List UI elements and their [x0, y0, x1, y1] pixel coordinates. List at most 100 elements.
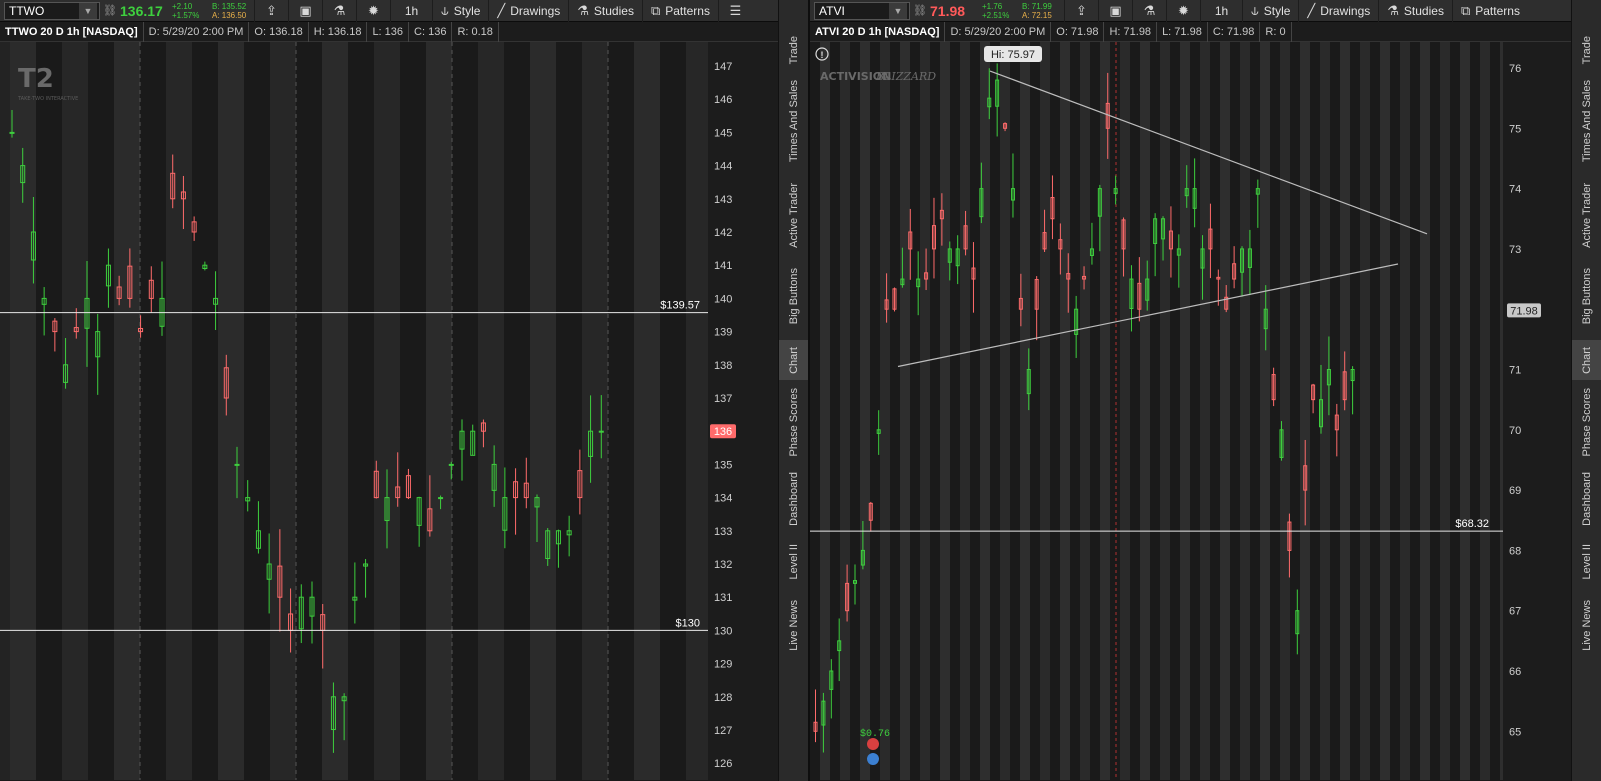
info-date: D: 5/29/20 2:00 PM	[144, 21, 250, 42]
candle-down	[1232, 263, 1237, 280]
axis-tick-label: 127	[714, 725, 732, 737]
candle-down	[223, 367, 229, 399]
change-percent: +2.51%	[982, 10, 1010, 20]
chart-title: ATVI 20 D 1h [NASDAQ]	[810, 21, 946, 42]
axis-tick-label: 65	[1509, 726, 1521, 738]
side-tab-times-and-sales[interactable]: Times And Sales	[779, 70, 809, 172]
alert-icon-glyph: !	[821, 50, 824, 60]
side-tab-trade[interactable]: Trade	[1572, 30, 1601, 70]
timeframe-button[interactable]: 1h	[1200, 0, 1242, 22]
session-band	[880, 42, 890, 780]
snapshot-button[interactable]: ▣	[1098, 0, 1132, 22]
studies-label: Studies	[1403, 3, 1444, 18]
side-tab-chart[interactable]: Chart	[779, 340, 809, 380]
info-range: R: 0.18	[452, 21, 499, 42]
side-tab-dashboard[interactable]: Dashboard	[1572, 465, 1601, 533]
candle-up	[202, 264, 208, 269]
session-band	[1400, 42, 1410, 780]
company-logo-sub: TAKE·TWO INTERACTIVE	[17, 96, 78, 102]
candle-up	[1176, 248, 1181, 256]
side-tab-phase-scores[interactable]: Phase Scores	[1572, 382, 1601, 462]
symbol-selector[interactable]: ▼	[814, 1, 910, 20]
studies-button[interactable]: ⚗ Studies	[568, 0, 642, 22]
lab-button[interactable]: ⚗	[322, 0, 356, 22]
candle-up	[837, 640, 842, 652]
session-band	[1020, 42, 1030, 780]
candle-up	[821, 700, 826, 726]
session-band	[1140, 42, 1150, 780]
timeframe-button[interactable]: 1h	[390, 0, 432, 22]
symbol-input[interactable]	[5, 2, 79, 19]
side-tab-big-buttons[interactable]: Big Buttons	[779, 258, 809, 334]
drawings-button[interactable]: ╱ Drawings	[1298, 0, 1378, 22]
side-tab-active-trader[interactable]: Active Trader	[779, 175, 809, 255]
flask-icon: ⚗	[1143, 2, 1156, 18]
symbol-dropdown-icon[interactable]: ▼	[889, 2, 907, 19]
candle-down	[1137, 282, 1142, 310]
studies-button[interactable]: ⚗ Studies	[1378, 0, 1452, 22]
session-band	[820, 42, 830, 780]
candle-up	[105, 264, 111, 287]
candle-up	[352, 596, 358, 601]
candle-down	[427, 508, 433, 532]
side-tab-live-news[interactable]: Live News	[779, 590, 809, 660]
session-band	[1040, 42, 1050, 780]
last-price-tag-label: 136	[714, 426, 732, 438]
axis-tick-label: 147	[714, 61, 732, 73]
style-button[interactable]: ⫝ Style	[1242, 0, 1298, 22]
pencil-icon: ╱	[1307, 2, 1316, 18]
candle-down	[395, 486, 401, 499]
chain-link-icon[interactable]: ⛓	[103, 5, 117, 17]
candle-up	[470, 430, 476, 456]
candle-up	[534, 497, 540, 508]
candle-up	[363, 563, 369, 567]
session-band	[1480, 42, 1490, 780]
studies-label: Studies	[593, 3, 634, 18]
settings-button[interactable]: ✹	[356, 0, 390, 22]
drawings-button[interactable]: ╱ Drawings	[488, 0, 568, 22]
candle-up	[459, 430, 465, 450]
symbol-dropdown-icon[interactable]: ▼	[79, 2, 97, 19]
share-button[interactable]: ⇪	[1064, 0, 1098, 22]
share-button[interactable]: ⇪	[254, 0, 288, 22]
alert-icon	[815, 47, 829, 61]
side-tab-big-buttons[interactable]: Big Buttons	[1572, 258, 1601, 334]
menu-button[interactable]: ☰	[717, 0, 752, 22]
patterns-button[interactable]: ⧉ Patterns	[1451, 0, 1528, 22]
side-tab-active-trader[interactable]: Active Trader	[1572, 175, 1601, 255]
snapshot-button[interactable]: ▣	[288, 0, 322, 22]
side-tab-level-ii[interactable]: Level II	[779, 538, 809, 586]
chain-link-icon[interactable]: ⛓	[913, 5, 927, 17]
side-tab-trade[interactable]: Trade	[779, 30, 809, 70]
price-axis	[1503, 42, 1572, 780]
side-tab-dashboard[interactable]: Dashboard	[779, 465, 809, 533]
side-tab-times-and-sales[interactable]: Times And Sales	[1572, 70, 1601, 172]
side-tab-phase-scores[interactable]: Phase Scores	[779, 382, 809, 462]
lab-button[interactable]: ⚗	[1132, 0, 1166, 22]
session-band	[114, 42, 140, 780]
candle-down	[931, 225, 936, 250]
candle-down	[845, 582, 850, 612]
side-tab-chart[interactable]: Chart	[1572, 340, 1601, 380]
style-button[interactable]: ⫝ Style	[432, 0, 488, 22]
candle-up	[876, 429, 881, 434]
candle-down	[191, 221, 197, 233]
patterns-button[interactable]: ⧉ Patterns	[641, 0, 718, 22]
candle-down	[963, 225, 968, 250]
candle-up	[63, 364, 69, 383]
candle-up	[491, 463, 497, 491]
candle-down	[1082, 275, 1087, 280]
candle-up	[955, 248, 960, 267]
axis-tick-label: 130	[714, 625, 732, 637]
axis-tick-label: 135	[714, 459, 732, 471]
symbol-selector[interactable]: ▼	[4, 1, 100, 20]
side-tab-live-news[interactable]: Live News	[1572, 590, 1601, 660]
candle-up	[1129, 278, 1134, 310]
dividend-label: $0.76	[860, 728, 890, 740]
symbol-input[interactable]	[815, 2, 889, 19]
side-tab-level-ii[interactable]: Level II	[1572, 538, 1601, 586]
candle-up	[852, 580, 857, 584]
settings-button[interactable]: ✹	[1166, 0, 1200, 22]
